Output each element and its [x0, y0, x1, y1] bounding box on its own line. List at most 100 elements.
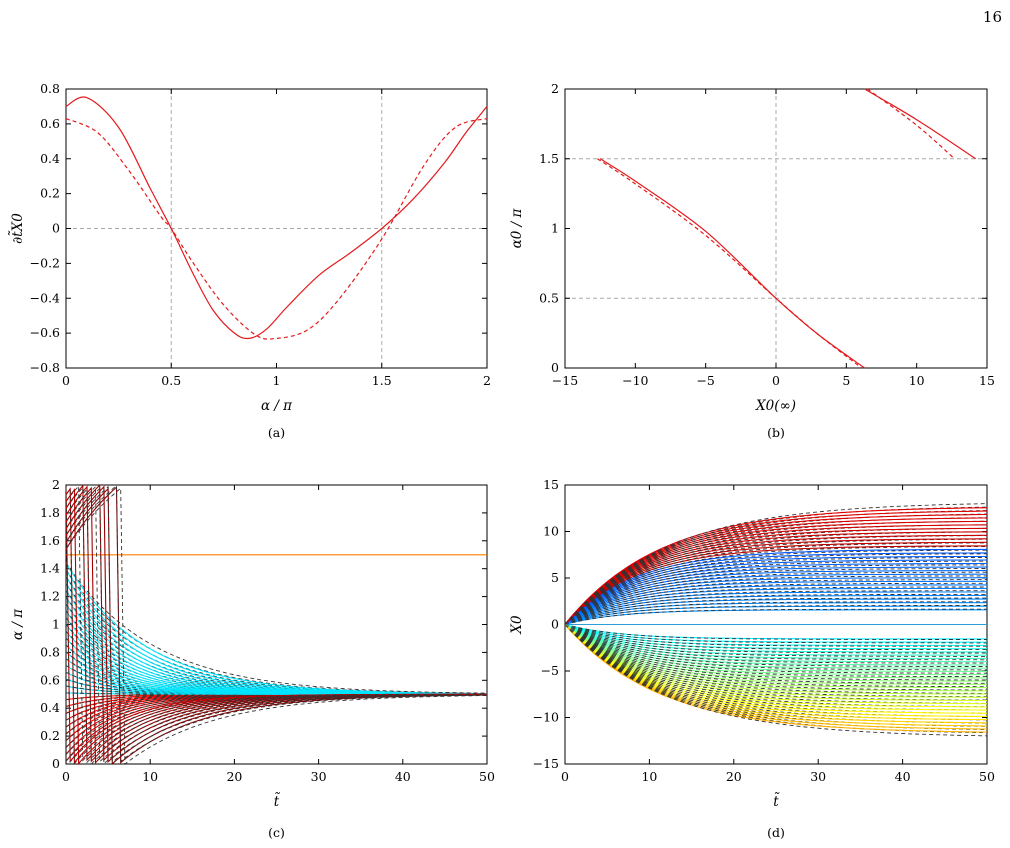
panel-caption: (c)	[268, 825, 285, 840]
x-tick-label: 1	[273, 373, 281, 388]
trajectory-dashed	[565, 624, 987, 704]
trajectory-dashed	[66, 617, 487, 695]
trajectory-dashed	[565, 503, 987, 625]
series-line-dashed	[867, 88, 955, 160]
trajectory-solid	[66, 583, 487, 695]
trajectory-solid	[565, 552, 987, 625]
trajectory-dashed	[565, 546, 987, 625]
x-tick-label: 0.5	[161, 373, 181, 388]
x-tick-label: 50	[979, 769, 995, 784]
y-tick-label: −10	[533, 710, 559, 725]
y-tick-label: −0.4	[30, 290, 60, 305]
trajectory-solid	[565, 624, 987, 730]
y-tick-label: −5	[541, 663, 559, 678]
trajectory-dashed	[66, 603, 487, 695]
panel-a: 0 0.5 1 1.5 2 −0.8 −0.6 −0.4 −0.2 0 0.2 0.4 0.6 0.8 α …	[9, 81, 491, 440]
trajectory-dashed	[565, 624, 987, 698]
trajectory-dashed	[565, 624, 987, 694]
x-tick-label: 30	[810, 769, 826, 784]
trajectory-solid	[66, 617, 487, 695]
x-axis-label: t̃	[274, 793, 281, 810]
trajectory-solid	[66, 569, 487, 695]
trajectory-dashed	[565, 586, 987, 625]
trajectory-dashed	[66, 488, 487, 764]
trajectory-solid	[565, 624, 987, 702]
trajectory-dashed	[565, 624, 987, 671]
y-tick-label: 1.6	[40, 533, 60, 548]
y-tick-label: 0.8	[40, 644, 60, 659]
trajectory-dashed	[565, 624, 987, 647]
trajectory-dashed	[565, 564, 987, 625]
trajectory-solid	[565, 624, 987, 705]
trajectory-dashed	[66, 583, 487, 695]
trajectory-solid	[565, 624, 987, 733]
trajectory-solid	[565, 624, 987, 727]
trajectory-dashed	[565, 624, 987, 657]
x-tick-label: 0	[561, 769, 569, 784]
trajectory-dashed	[565, 624, 987, 651]
x-tick-label: 1.5	[372, 373, 392, 388]
y-tick-label: 1.8	[40, 505, 60, 520]
x-axis-label: α / π	[261, 398, 293, 414]
trajectory-solid	[565, 555, 987, 625]
trajectory-dashed	[565, 601, 987, 625]
trajectory-dashed	[565, 624, 987, 640]
x-axis-label: t̃	[773, 793, 780, 810]
panel-caption: (a)	[268, 425, 285, 440]
x-tick-label: −10	[622, 373, 648, 388]
trajectory-solid	[565, 624, 987, 708]
y-tick-label: 15	[543, 477, 559, 492]
trajectory-dashed	[565, 593, 987, 625]
x-tick-label: 5	[842, 373, 850, 388]
trajectory-dashed	[565, 624, 987, 688]
trajectory-solid	[565, 548, 987, 625]
trajectory-dashed	[66, 485, 487, 763]
y-tick-label: 1.5	[539, 151, 559, 166]
x-tick-label: 30	[311, 769, 327, 784]
trajectory-dashed	[565, 624, 987, 724]
y-axis-label: X0	[509, 615, 525, 635]
y-tick-label: −15	[533, 756, 559, 771]
y-tick-label: 0	[52, 221, 60, 236]
trajectory-solid	[66, 486, 487, 764]
trajectory-solid	[565, 591, 987, 625]
trajectory-dashed	[66, 569, 487, 694]
y-axis-label: α0 / π	[509, 208, 525, 249]
y-tick-label: −0.8	[30, 360, 60, 375]
panel-b: −15 −10 −5 0 5 10 15 0 0.5 1 1.5 2 X0(∞) α0 / π (b)	[509, 81, 995, 440]
y-tick-label: 0	[52, 756, 60, 771]
trajectory-solid	[565, 531, 987, 625]
y-axis-label: α / π	[10, 608, 26, 640]
trajectory-dashed	[66, 590, 487, 695]
trajectory-dashed	[565, 624, 987, 644]
trajectory-solid	[565, 624, 987, 663]
trajectory-solid	[66, 485, 487, 764]
trajectory-solid	[565, 507, 987, 625]
trajectory-solid	[66, 485, 487, 762]
trajectory-dashed	[66, 488, 487, 764]
trajectory-solid	[565, 624, 987, 718]
x-tick-label: 10	[909, 373, 925, 388]
trajectory-solid	[66, 562, 487, 695]
trajectory-dashed	[565, 624, 987, 667]
trajectory-dashed	[565, 605, 987, 625]
y-tick-label: −0.2	[30, 255, 60, 270]
y-tick-label: 1.2	[40, 589, 60, 604]
y-tick-label: 5	[551, 570, 559, 585]
trajectory-solid	[565, 624, 987, 721]
trajectory-dashed	[565, 538, 987, 625]
trajectory-dashed	[565, 542, 987, 625]
y-tick-label: 0.6	[40, 116, 60, 131]
trajectory-group	[66, 485, 487, 764]
trajectory-solid	[565, 624, 987, 669]
series-line-dashed	[597, 158, 863, 369]
trajectory-solid	[66, 487, 487, 764]
trajectory-solid	[565, 527, 987, 625]
series-line-solid	[864, 88, 977, 160]
trajectory-dashed	[565, 624, 987, 691]
trajectory-dashed	[565, 506, 987, 625]
trajectory-dashed	[565, 597, 987, 625]
x-tick-label: 20	[726, 769, 742, 784]
trajectory-solid	[565, 562, 987, 625]
x-tick-label: 20	[226, 769, 242, 784]
